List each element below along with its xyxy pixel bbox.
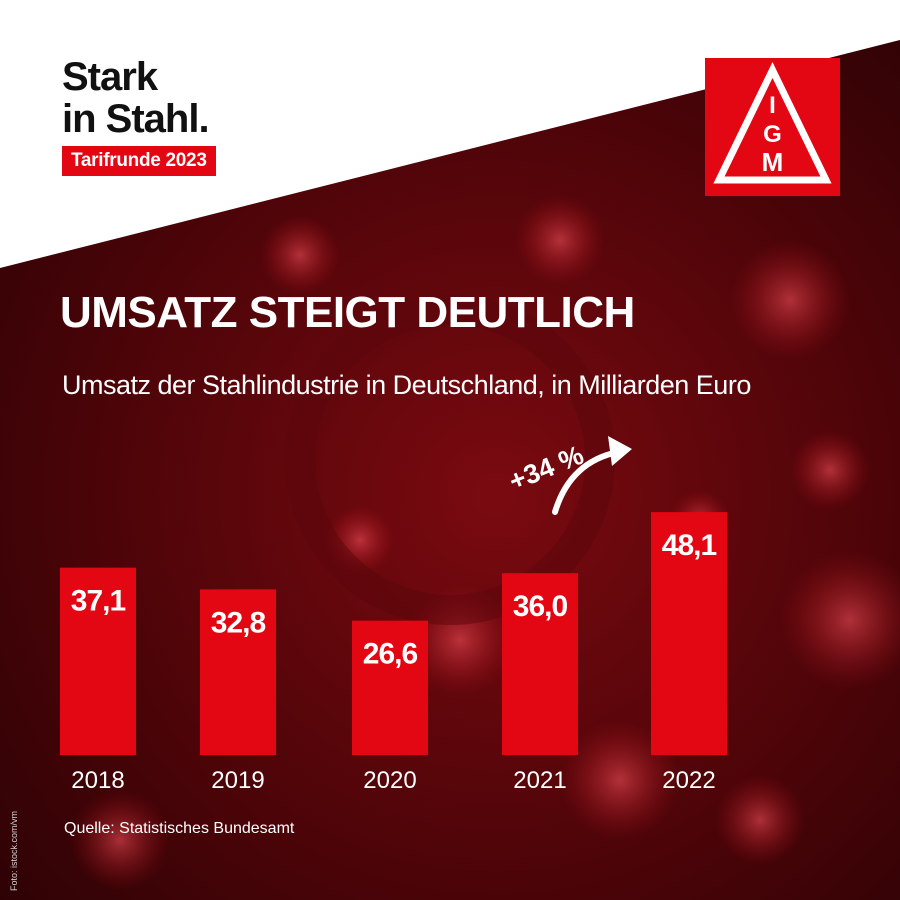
value-label-2019: 32,8: [211, 606, 266, 639]
bar-2022: [651, 512, 727, 755]
value-label-2020: 26,6: [363, 638, 418, 671]
logo-letter-i: I: [769, 92, 776, 119]
bar-2020: [352, 620, 428, 755]
value-label-2021: 36,0: [513, 590, 568, 623]
logo-letter-m: M: [762, 147, 784, 177]
growth-arrowhead: [608, 436, 632, 466]
brand-block: Stark in Stahl. Tarifrunde 2023: [62, 56, 216, 176]
x-tick-label-2021: 2021: [513, 767, 566, 794]
growth-annotation: +34 %: [505, 440, 588, 497]
brand-line-1: Stark: [62, 55, 158, 99]
chart-subtitle: Umsatz der Stahlindustrie in Deutschland…: [62, 370, 751, 400]
photo-credit: Foto: istock.com/vm: [9, 810, 19, 891]
x-tick-label-2020: 2020: [363, 767, 416, 794]
x-tick-label-2018: 2018: [71, 767, 124, 794]
brand-badge: Tarifrunde 2023: [62, 146, 216, 176]
chart-title: UMSATZ STEIGT DEUTLICH: [60, 288, 635, 337]
x-tick-label-2022: 2022: [662, 767, 715, 794]
bar-2018: [60, 567, 136, 755]
growth-arrow-line: [552, 449, 621, 515]
logo-letter-g: G: [763, 121, 782, 148]
bar-2019: [200, 589, 276, 755]
igm-logo: I G M: [705, 58, 840, 196]
x-tick-label-2019: 2019: [211, 767, 264, 794]
brand-line-2: in Stahl.: [62, 97, 210, 141]
bar-2021: [502, 573, 578, 755]
source-note: Quelle: Statistisches Bundesamt: [64, 820, 295, 837]
value-label-2018: 37,1: [71, 585, 126, 618]
value-label-2022: 48,1: [662, 529, 717, 562]
